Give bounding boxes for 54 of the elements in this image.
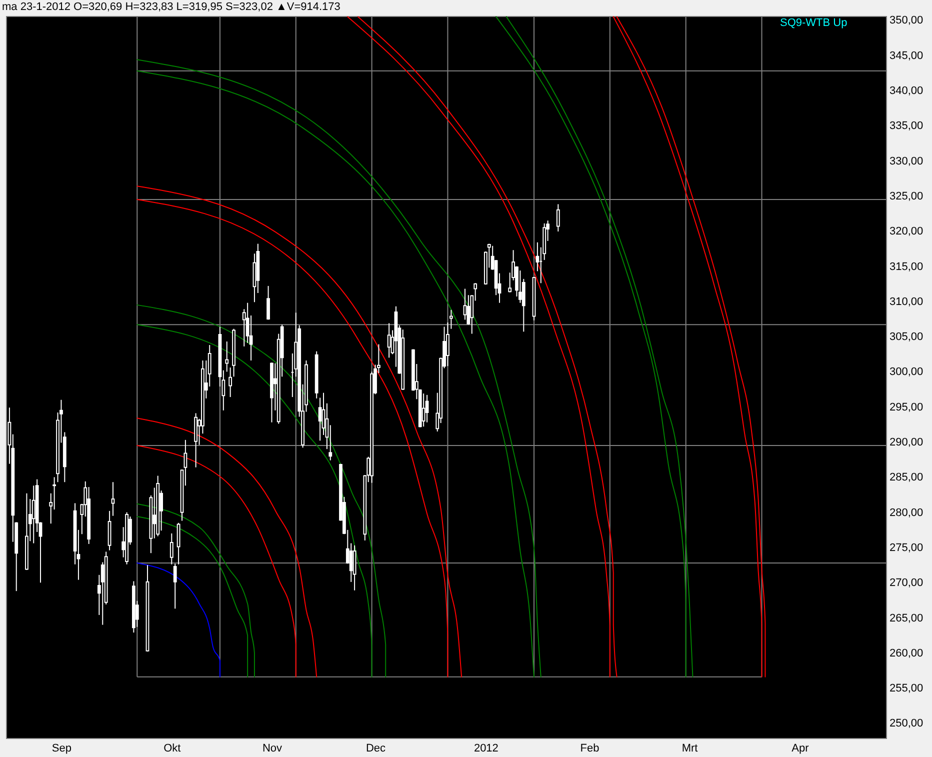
candlestick [152,487,156,539]
y-tick-label: 265,00 [890,612,924,624]
y-tick-label: 305,00 [890,331,924,344]
y-tick-label: 285,00 [890,472,924,484]
candlestick [556,204,560,232]
y-tick-label: 320,00 [890,226,924,238]
x-tick-label: Okt [164,742,181,754]
line-series [136,562,220,678]
candlestick [225,341,229,372]
y-tick-label: 340,00 [890,85,924,98]
y-tick-label: 295,00 [890,401,924,414]
candlestick [170,532,174,565]
candlestick [194,412,198,468]
candlestick [228,367,232,398]
candlestick [52,476,56,510]
y-tick-label: 315,00 [890,260,924,273]
y-tick-label: 330,00 [890,155,924,168]
candlestick [518,270,522,304]
x-tick-label: Mrt [682,742,698,754]
y-tick-label: 260,00 [890,647,924,660]
y-tick-label: 255,00 [890,682,924,695]
line-series [136,445,296,678]
candlestick [446,322,450,367]
y-tick-label: 300,00 [890,366,924,378]
candlestick [173,563,177,610]
x-tick-label: Sep [52,742,72,754]
y-tick-label: 280,00 [890,506,924,519]
candlestick [108,510,112,551]
y-tick-label: 275,00 [890,542,924,554]
y-tick-label: 290,00 [890,436,924,449]
x-tick-label: Feb [580,742,600,754]
x-tick-label: 2012 [474,742,498,754]
annotation: SQ9-WTB Up [780,17,848,29]
y-tick-label: 325,00 [890,190,924,202]
x-tick-label: Dec [366,742,386,754]
candlestick [349,542,353,582]
candlestick [111,482,115,516]
candlestick [449,309,453,330]
y-tick-label: 345,00 [890,50,924,62]
candlestick [32,485,36,544]
candlestick [422,393,426,428]
y-tick-label: 335,00 [890,120,924,132]
line-series [136,418,318,678]
candlestick [387,322,391,358]
y-tick-label: 250,00 [890,718,924,730]
y-tick-label: 350,00 [890,14,924,27]
chart-title: ma 23-1-2012 O=320,69 H=323,83 L=319,95 S=323,02 ▲V=914.173 [2,1,340,14]
x-tick-label: Apr [792,742,810,754]
y-tick-label: 310,00 [890,296,924,308]
candlestick [266,285,270,320]
x-tick-label: Nov [262,742,283,754]
y-tick-label: 270,00 [890,577,924,590]
candlestick [318,397,322,442]
candlestick [463,288,467,320]
